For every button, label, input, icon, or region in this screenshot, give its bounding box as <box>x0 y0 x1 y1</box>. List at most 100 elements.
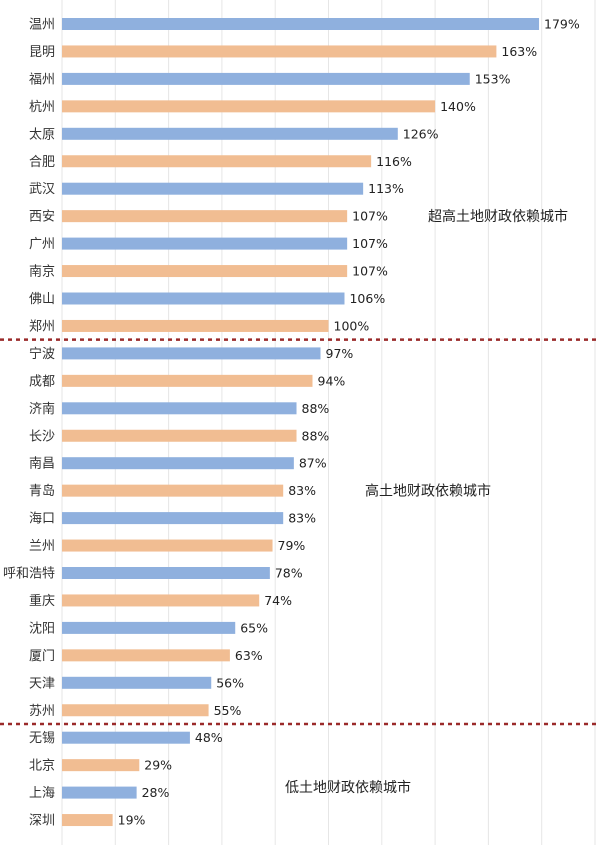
category-label: 天津 <box>29 676 55 691</box>
category-label: 青岛 <box>29 483 55 499</box>
group-label: 高土地财政依赖城市 <box>365 483 491 500</box>
value-label: 48% <box>195 730 223 745</box>
value-label: 163% <box>501 44 537 59</box>
category-label: 佛山 <box>29 292 55 307</box>
value-label: 79% <box>278 538 306 553</box>
bar-郑州 <box>62 319 329 332</box>
value-label: 55% <box>214 703 242 718</box>
bar-海口 <box>62 512 284 525</box>
bar-深圳 <box>62 814 113 827</box>
bar-南昌 <box>62 457 294 470</box>
bar-武汉 <box>62 182 364 195</box>
category-label: 杭州 <box>29 100 55 115</box>
category-label: 武汉 <box>29 182 55 197</box>
bars <box>62 18 540 827</box>
value-label: 107% <box>352 236 388 251</box>
category-label: 太原 <box>29 127 55 142</box>
bar-长沙 <box>62 429 297 442</box>
value-label: 94% <box>318 373 346 388</box>
value-label: 63% <box>235 648 263 663</box>
category-label: 西安 <box>29 210 55 225</box>
group-label: 低土地财政依赖城市 <box>285 779 411 796</box>
bar-太原 <box>62 127 398 140</box>
category-label: 济南 <box>29 401 55 417</box>
value-label: 106% <box>349 291 385 306</box>
category-label: 郑州 <box>29 319 55 334</box>
category-label: 温州 <box>29 18 55 33</box>
value-label: 113% <box>368 181 404 196</box>
value-label: 28% <box>142 785 170 800</box>
bar-呼和浩特 <box>62 567 270 579</box>
category-label: 南京 <box>29 264 55 280</box>
category-label: 成都 <box>29 374 55 389</box>
value-label: 78% <box>275 566 303 581</box>
category-label: 无锡 <box>29 731 55 746</box>
value-label: 107% <box>352 209 388 224</box>
bar-佛山 <box>62 292 345 305</box>
group-dividers <box>0 338 600 726</box>
bar-厦门 <box>62 649 230 662</box>
value-label: 116% <box>376 154 412 169</box>
value-label: 83% <box>288 483 316 498</box>
bar-苏州 <box>62 704 209 717</box>
value-label: 87% <box>299 456 327 471</box>
bar-西安 <box>62 210 348 223</box>
bar-重庆 <box>62 594 260 607</box>
bar-上海 <box>62 786 137 799</box>
category-label: 上海 <box>29 786 55 801</box>
value-label: 97% <box>326 346 354 361</box>
value-label: 56% <box>216 675 244 690</box>
value-label: 126% <box>403 126 439 141</box>
value-label: 153% <box>475 71 511 86</box>
bar-宁波 <box>62 347 321 360</box>
category-label: 昆明 <box>29 45 55 60</box>
value-label: 65% <box>240 620 268 635</box>
bar-沈阳 <box>62 621 236 634</box>
value-label: 140% <box>440 99 476 114</box>
bar-济南 <box>62 402 297 415</box>
category-label: 宁波 <box>29 346 55 362</box>
grid-lines <box>61 0 596 845</box>
bar-南京 <box>62 265 348 278</box>
category-label: 沈阳 <box>29 621 55 636</box>
bar-兰州 <box>62 539 273 552</box>
bar-成都 <box>62 374 313 387</box>
bar-天津 <box>62 676 212 689</box>
value-label: 74% <box>264 593 292 608</box>
category-label: 合肥 <box>29 155 55 170</box>
bar-杭州 <box>62 100 436 113</box>
value-labels: 179% 163% 153% 140%126% 116% 113% 107% 107% 107%… <box>118 17 580 828</box>
bar-昆明 <box>62 45 497 58</box>
bar-合肥 <box>62 155 372 168</box>
category-labels: 温州昆明福州杭州太原合肥武汉西安广州南京佛山郑州宁波成都济南长沙南昌青岛海口兰州… <box>3 18 55 829</box>
value-label: 100% <box>334 318 370 333</box>
category-label: 重庆 <box>29 593 55 609</box>
value-label: 29% <box>144 758 172 773</box>
bar-北京 <box>62 759 140 772</box>
category-label: 广州 <box>29 237 55 252</box>
bar-无锡 <box>62 731 190 744</box>
category-label: 福州 <box>29 72 55 87</box>
category-label: 苏州 <box>29 703 55 719</box>
value-label: 88% <box>302 428 330 443</box>
value-label: 88% <box>302 401 330 416</box>
category-label: 南昌 <box>29 456 55 472</box>
bar-广州 <box>62 237 348 250</box>
category-label: 厦门 <box>29 649 55 664</box>
value-label: 179% <box>544 17 580 32</box>
bar-青岛 <box>62 484 284 497</box>
group-label: 超高土地财政依赖城市 <box>428 208 568 225</box>
value-label: 107% <box>352 264 388 279</box>
category-label: 呼和浩特 <box>3 567 55 582</box>
category-label: 长沙 <box>29 429 55 444</box>
category-label: 北京 <box>29 759 55 774</box>
bar-温州 <box>62 18 540 30</box>
value-label: 83% <box>288 511 316 526</box>
value-label: 19% <box>118 813 146 828</box>
category-label: 兰州 <box>29 539 55 554</box>
category-label: 海口 <box>29 512 55 527</box>
bar-福州 <box>62 72 470 85</box>
category-label: 深圳 <box>29 814 55 829</box>
